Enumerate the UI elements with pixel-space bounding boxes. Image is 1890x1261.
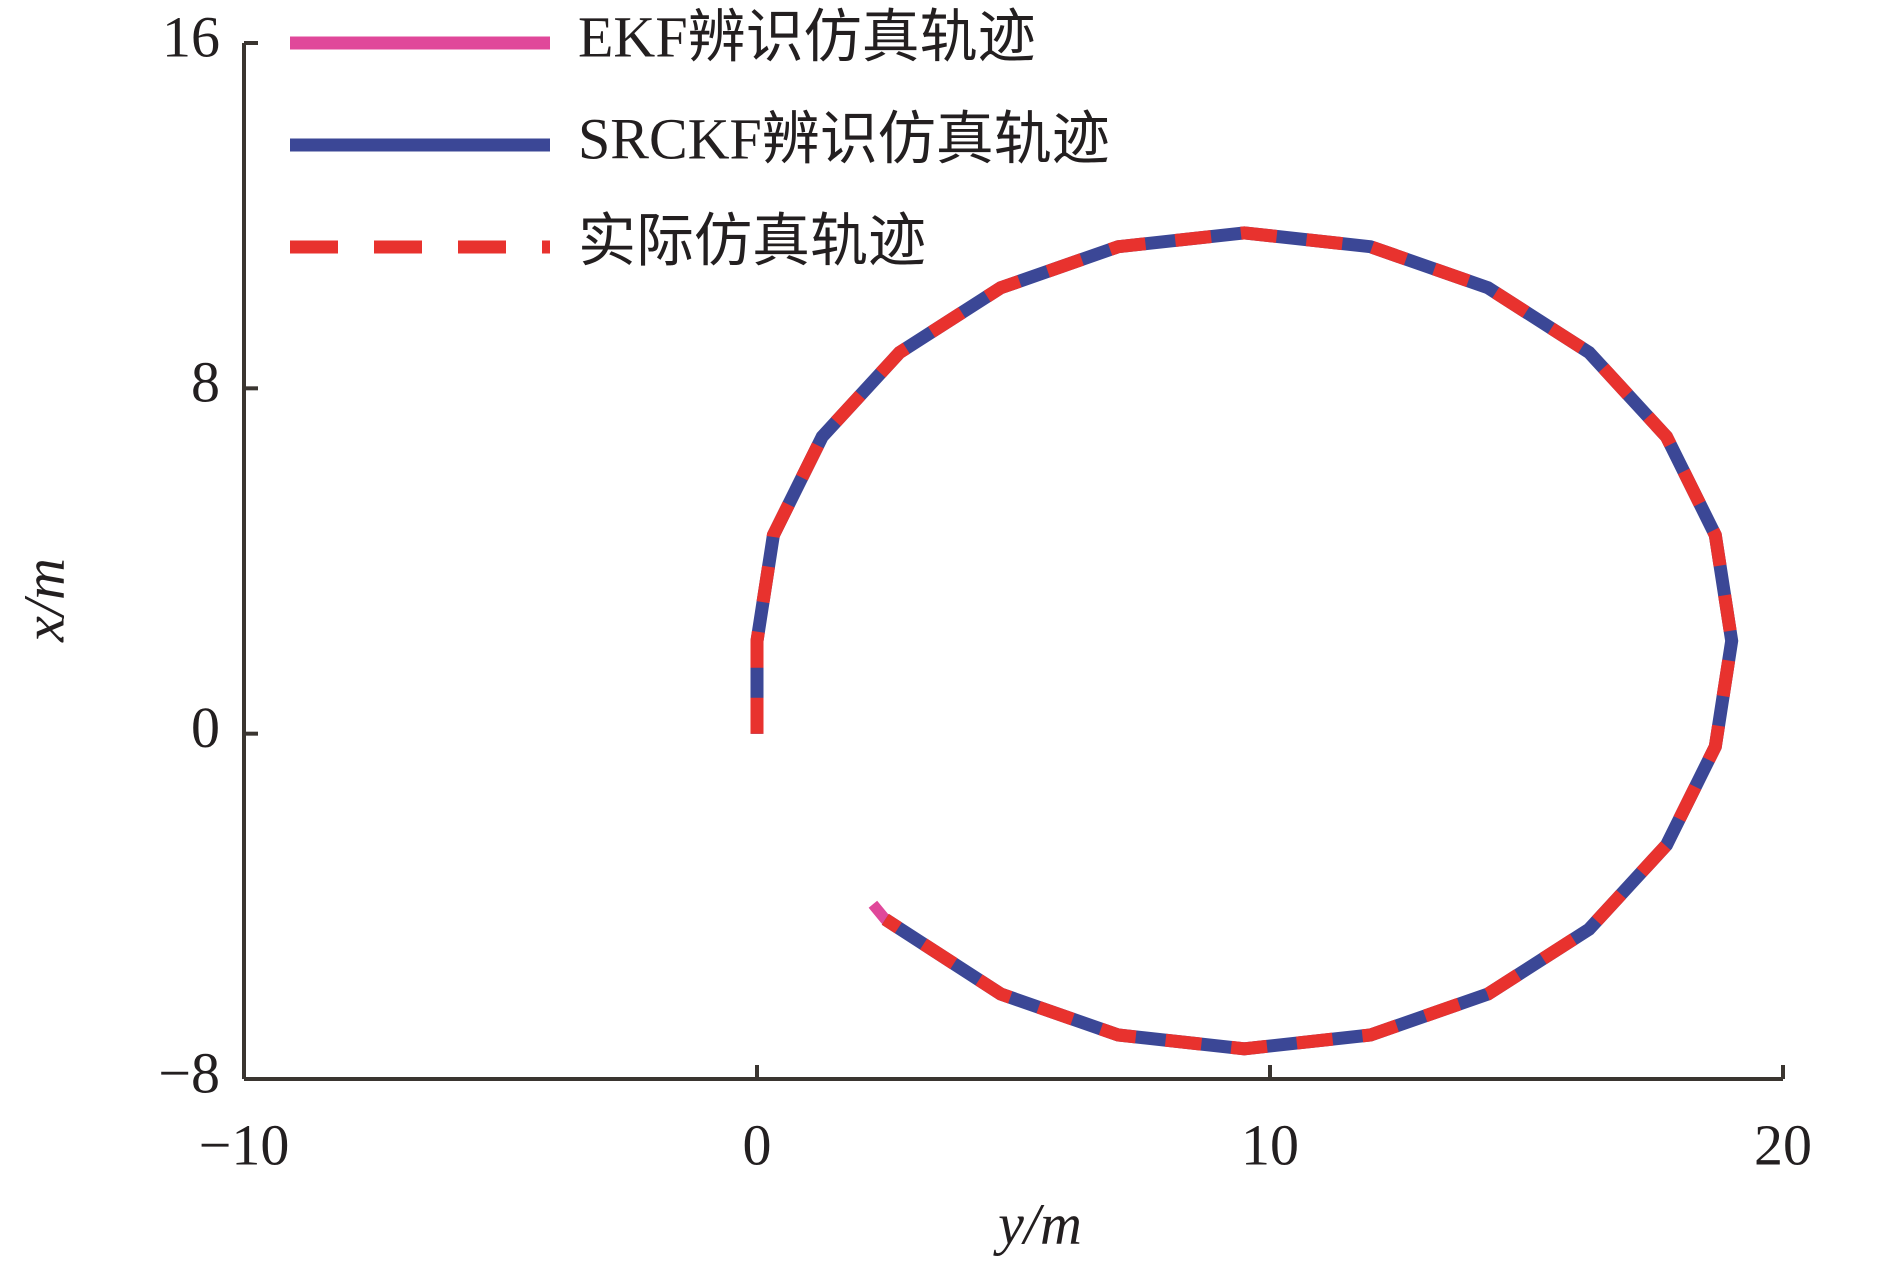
y-tick-label: −8 bbox=[158, 1040, 220, 1105]
y-tick-label: 0 bbox=[191, 695, 220, 760]
x-tick-label: 0 bbox=[743, 1112, 772, 1177]
legend-label: SRCKF辨识仿真轨迹 bbox=[578, 106, 1110, 171]
legend-label: EKF辨识仿真轨迹 bbox=[578, 4, 1036, 69]
legend-label: 实际仿真轨迹 bbox=[578, 208, 926, 273]
x-tick-label: −10 bbox=[199, 1112, 290, 1177]
y-tick-label: 8 bbox=[191, 350, 220, 415]
x-axis-label: y/m bbox=[993, 1191, 1082, 1256]
y-axis-label: x/m bbox=[11, 558, 76, 643]
series-line bbox=[750, 226, 1739, 1056]
x-tick-label: 20 bbox=[1754, 1112, 1812, 1177]
x-tick-label: 10 bbox=[1241, 1112, 1299, 1177]
y-tick-label: 16 bbox=[162, 4, 220, 69]
